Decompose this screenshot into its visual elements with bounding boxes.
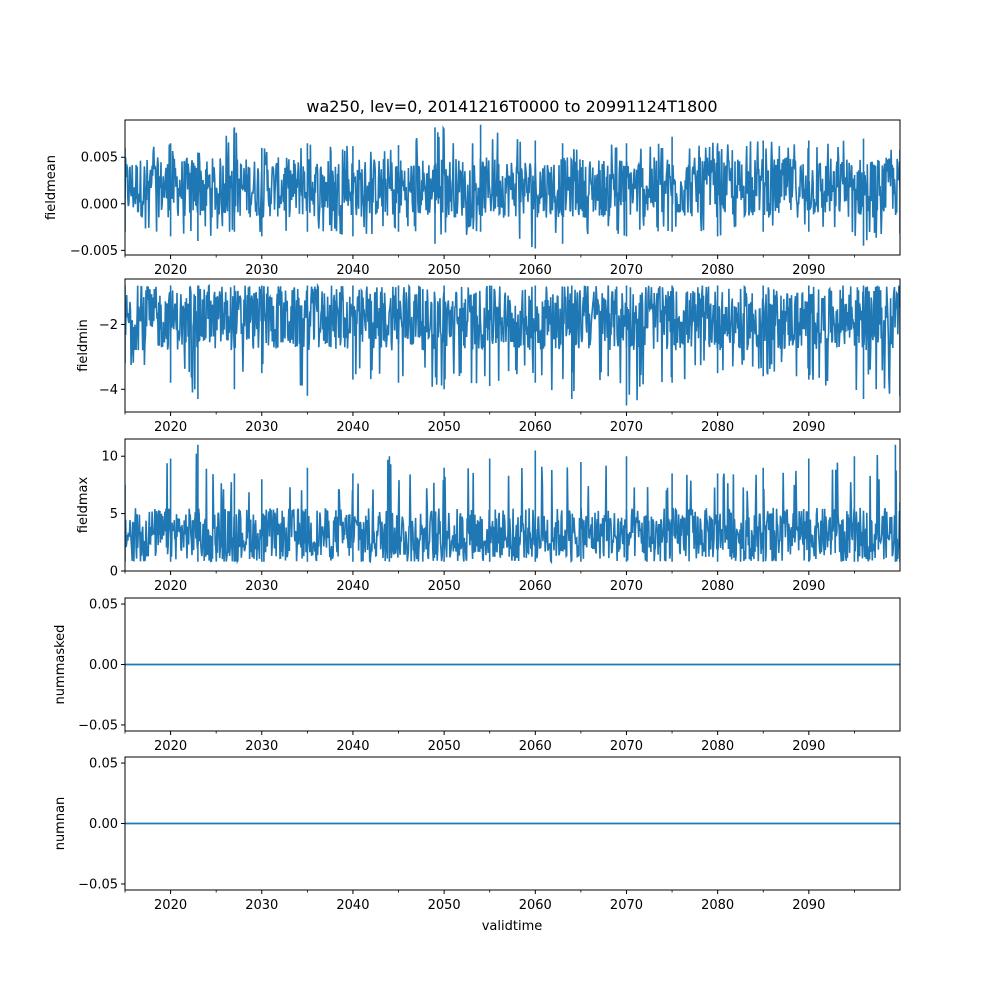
x-tick-label: 2070 [610, 420, 643, 435]
subplot-fieldmax: 2020 2030 2040 2050 2060 2070 2080 2090 0 5 10 fiel… [76, 438, 901, 594]
series-extremes [125, 285, 900, 406]
x-tick-label: 2090 [792, 263, 825, 278]
series-extremes [125, 444, 900, 562]
y-tick-label: −0.005 [70, 244, 118, 259]
x-tick-label: 2050 [428, 898, 461, 913]
x-tick-label: 2040 [336, 898, 369, 913]
x-tick-label: 2080 [701, 263, 734, 278]
x-tick-label: 2080 [701, 898, 734, 913]
plot-frame [124, 119, 901, 256]
series-line [125, 125, 900, 248]
subplot-numnan: 2020 2030 2040 2050 2060 2070 2080 2090 −0.05 0.0… [53, 756, 901, 913]
y-axis-label: fieldmin [76, 319, 91, 372]
y-tick-label: 5 [110, 507, 118, 522]
y-tick-label: 0.000 [81, 197, 118, 212]
y-tick-label: −4 [99, 383, 118, 398]
x-tick-label: 2020 [154, 579, 187, 594]
x-tick-label: 2070 [610, 739, 643, 754]
series-fieldmax [125, 444, 900, 565]
x-tick-label: 2070 [610, 898, 643, 913]
y-tick-label: 0.00 [89, 817, 118, 832]
y-tick-label: 0.00 [89, 658, 118, 673]
y-axis-label: fieldmean [44, 155, 59, 220]
series-fieldmin [125, 282, 900, 406]
x-tick-label: 2030 [245, 263, 278, 278]
x-tick-label: 2090 [792, 739, 825, 754]
series-line [125, 282, 900, 401]
y-tick-label: −2 [99, 318, 118, 333]
x-tick-label: 2030 [245, 420, 278, 435]
y-tick-label: 0.05 [89, 757, 118, 772]
y-axis-label: nummasked [53, 625, 68, 705]
figure-title: wa250, lev=0, 20141216T0000 to 20991124T… [306, 97, 717, 116]
x-tick-label: 2020 [154, 898, 187, 913]
y-tick-label: 0.05 [89, 598, 118, 613]
x-tick-label: 2040 [336, 263, 369, 278]
plot-frame [124, 278, 901, 413]
x-tick-label: 2030 [245, 579, 278, 594]
x-tick-label: 2060 [519, 263, 552, 278]
y-tick-label: 10 [101, 450, 118, 465]
x-tick-label: 2060 [519, 739, 552, 754]
x-tick-label: 2080 [701, 579, 734, 594]
x-tick-label: 2060 [519, 579, 552, 594]
x-tick-label: 2020 [154, 420, 187, 435]
x-tick-label: 2020 [154, 263, 187, 278]
x-tick-label: 2030 [245, 898, 278, 913]
y-tick-label: −0.05 [78, 718, 118, 733]
x-tick-label: 2050 [428, 579, 461, 594]
y-axis-label: fieldmax [76, 477, 91, 534]
y-tick-label: 0 [110, 565, 118, 580]
y-axis-label: numnan [53, 797, 68, 851]
x-tick-label: 2060 [519, 898, 552, 913]
x-tick-label: 2090 [792, 898, 825, 913]
x-tick-label: 2090 [792, 579, 825, 594]
y-tick-label: −0.05 [78, 877, 118, 892]
x-tick-label: 2040 [336, 420, 369, 435]
series-line [125, 453, 900, 565]
subplot-fieldmin: 2020 2030 2040 2050 2060 2070 2080 2090 −4 −2 fiel… [76, 278, 901, 435]
x-tick-label: 2020 [154, 739, 187, 754]
x-tick-label: 2040 [336, 739, 369, 754]
x-tick-label: 2050 [428, 420, 461, 435]
x-tick-label: 2050 [428, 739, 461, 754]
x-tick-label: 2080 [701, 739, 734, 754]
x-tick-label: 2070 [610, 579, 643, 594]
series-fieldmean [125, 124, 900, 249]
subplot-fieldmean: 2020 2030 2040 2050 2060 2070 2080 2090 −0.005 0.… [44, 119, 901, 278]
x-tick-label: 2060 [519, 420, 552, 435]
x-axis-label: validtime [482, 919, 543, 934]
x-tick-label: 2080 [701, 420, 734, 435]
y-tick-label: 0.005 [81, 151, 118, 166]
x-tick-label: 2090 [792, 420, 825, 435]
x-tick-label: 2050 [428, 263, 461, 278]
x-tick-label: 2040 [336, 579, 369, 594]
x-tick-label: 2070 [610, 263, 643, 278]
plot-frame [124, 438, 901, 572]
subplot-nummasked: 2020 2030 2040 2050 2060 2070 2080 2090 −0.05 0.0… [53, 597, 901, 754]
subplots-container: 2020 2030 2040 2050 2060 2070 2080 2090 −0.005 0.… [44, 119, 901, 913]
x-tick-label: 2030 [245, 739, 278, 754]
series-extremes [125, 124, 900, 249]
